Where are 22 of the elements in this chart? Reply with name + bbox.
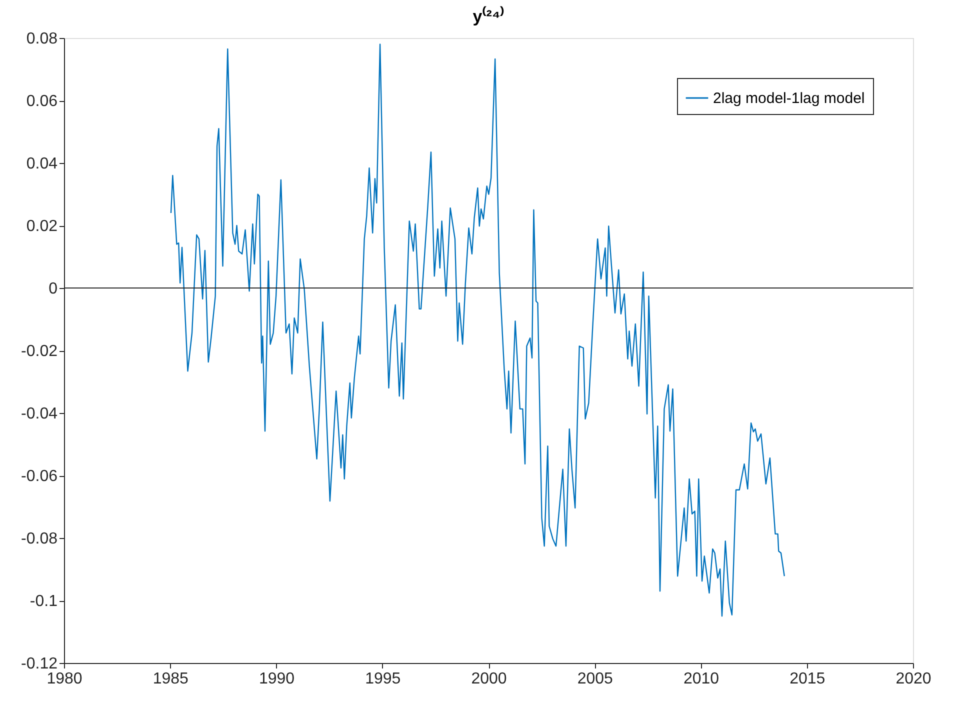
- y-tick-label: -0.06: [21, 468, 58, 485]
- x-tick-label: 2020: [896, 670, 932, 688]
- x-tick-label: 1990: [258, 670, 295, 688]
- y-tick-label: 0.02: [26, 218, 58, 235]
- y-tick-label: -0.02: [21, 343, 58, 360]
- y-tick-label: -0.1: [30, 593, 58, 610]
- y-tick-label: 0.08: [26, 30, 58, 48]
- y-tick-label: -0.12: [21, 656, 58, 672]
- y-tick-label: -0.08: [21, 530, 58, 548]
- y-tick-label: -0.04: [21, 406, 58, 422]
- x-tick-label: 2010: [683, 670, 720, 688]
- x-tick-label: 1985: [152, 670, 189, 688]
- x-tick-label: 2005: [577, 670, 614, 688]
- x-tick-label: 1995: [365, 670, 401, 688]
- y-tick-label: 0: [48, 280, 58, 298]
- x-tick-label: 2015: [790, 670, 826, 688]
- legend-label: 2lag model-1lag model: [713, 90, 865, 107]
- x-tick-label: 2000: [471, 670, 507, 688]
- y-tick-label: 0.04: [26, 156, 58, 172]
- y-tick-label: 0.06: [26, 93, 58, 110]
- x-tick-label: 1980: [46, 670, 82, 688]
- chart-title: y⁽²⁴⁾: [472, 6, 504, 26]
